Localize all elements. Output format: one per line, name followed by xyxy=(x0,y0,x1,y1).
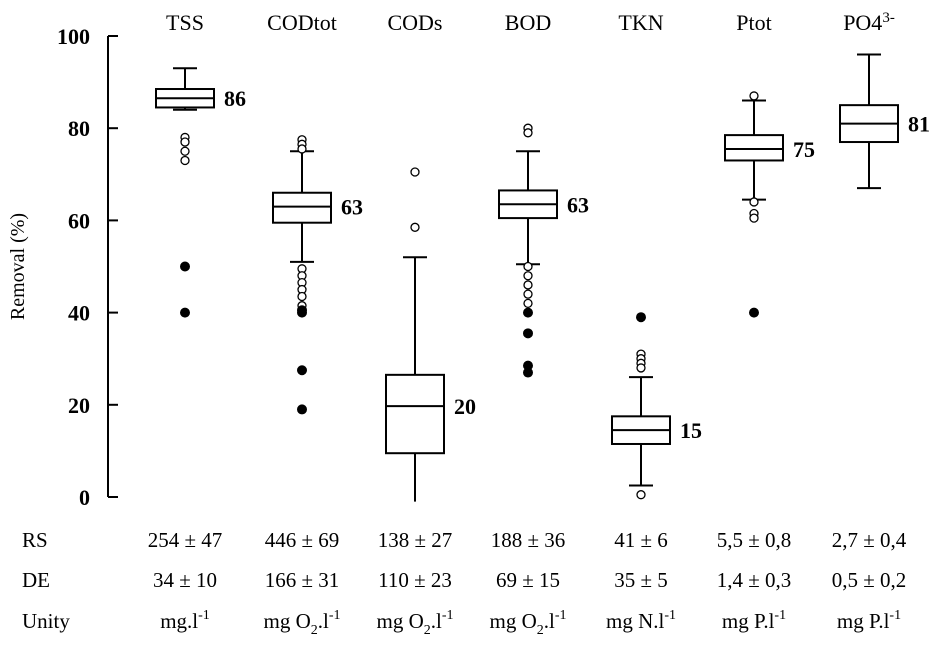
median-label: 20 xyxy=(454,394,476,419)
unity-cell: mg O2.l-1 xyxy=(489,608,566,638)
unity-part: mg N.l xyxy=(606,609,665,633)
unity-part: -1 xyxy=(442,608,454,623)
outlier-open xyxy=(523,128,533,138)
table-cell: 446 ± 69 xyxy=(265,528,340,552)
outlier-extreme xyxy=(523,367,533,378)
unity-cell: mg O2.l-1 xyxy=(263,608,340,638)
box xyxy=(724,134,784,162)
median-label: 86 xyxy=(224,86,246,111)
unity-part: mg O xyxy=(489,609,536,633)
unity-part: -1 xyxy=(555,608,567,623)
median-label: 81 xyxy=(908,112,930,137)
unity-part: 2 xyxy=(537,623,544,638)
box xyxy=(385,373,445,455)
table-cell: 35 ± 5 xyxy=(614,568,668,592)
unity-part: 2 xyxy=(311,623,318,638)
table-cell: 1,4 ± 0,3 xyxy=(717,568,792,592)
table-row-label: DE xyxy=(22,568,50,592)
outlier-open xyxy=(180,146,190,156)
outlier-extreme xyxy=(180,307,190,318)
unity-part: mg O xyxy=(376,609,423,633)
outlier-open xyxy=(410,222,420,232)
unity-cell: mg N.l-1 xyxy=(606,608,676,633)
unity-part: -1 xyxy=(329,608,341,623)
unity-label: Unity xyxy=(22,609,70,633)
outlier-open xyxy=(636,363,646,373)
table-cell: 2,7 ± 0,4 xyxy=(832,528,907,552)
outlier-extreme xyxy=(523,307,533,318)
category-label: CODtot xyxy=(267,10,337,35)
outlier-extreme xyxy=(180,261,190,272)
outlier-open xyxy=(297,144,307,154)
outlier-open xyxy=(749,91,759,101)
unity-part: mg P.l xyxy=(837,609,890,633)
y-tick-label: 100 xyxy=(57,24,90,49)
table-cell: 110 ± 23 xyxy=(378,568,452,592)
category-label: BOD xyxy=(505,10,551,35)
outlier-extreme xyxy=(523,328,533,339)
outlier-open xyxy=(523,261,533,272)
y-tick-label: 60 xyxy=(68,208,90,233)
table-cell: 41 ± 6 xyxy=(614,528,668,552)
category-label: TKN xyxy=(618,10,663,35)
outlier-open xyxy=(636,490,646,500)
y-axis-label: Removal (%) xyxy=(7,213,29,320)
table-row-label: RS xyxy=(22,528,48,552)
y-tick-label: 80 xyxy=(68,116,90,141)
table-cell: 188 ± 36 xyxy=(491,528,566,552)
outlier-open xyxy=(523,289,533,299)
table-cell: 138 ± 27 xyxy=(378,528,453,552)
category-label: Ptot xyxy=(736,10,771,35)
unity-part: -1 xyxy=(664,608,676,623)
median-label: 75 xyxy=(793,137,815,162)
table-cell: 34 ± 10 xyxy=(153,568,217,592)
table-cell: 69 ± 15 xyxy=(496,568,560,592)
outlier-open xyxy=(523,271,533,281)
outlier-open xyxy=(297,291,307,302)
category-label-main: PO4 xyxy=(843,10,882,35)
category-label: PO43- xyxy=(843,10,895,35)
unity-cell: mg P.l-1 xyxy=(722,608,786,633)
table-cell: 0,5 ± 0,2 xyxy=(832,568,907,592)
unity-part: -1 xyxy=(889,608,901,623)
median-label: 15 xyxy=(680,418,702,443)
outlier-extreme xyxy=(297,404,307,415)
outlier-open xyxy=(749,213,759,223)
outlier-extreme xyxy=(636,312,646,323)
unity-cell: mg P.l-1 xyxy=(837,608,901,633)
unity-part: .l xyxy=(431,609,442,633)
unity-part: -1 xyxy=(774,608,786,623)
outlier-open xyxy=(523,280,533,290)
median-label: 63 xyxy=(567,192,589,217)
y-tick-label: 20 xyxy=(68,393,90,418)
category-label-sup: 3- xyxy=(882,10,895,26)
y-tick-label: 0 xyxy=(79,485,90,510)
unity-part: mg.l xyxy=(160,609,198,633)
unity-part: .l xyxy=(318,609,329,633)
unity-part: .l xyxy=(544,609,555,633)
unity-cell: mg.l-1 xyxy=(160,608,210,633)
unity-part: mg P.l xyxy=(722,609,775,633)
table-cell: 166 ± 31 xyxy=(265,568,340,592)
outlier-open xyxy=(180,137,190,147)
outlier-open xyxy=(180,155,190,166)
box xyxy=(272,191,332,224)
y-tick-label: 40 xyxy=(68,301,90,326)
outlier-extreme xyxy=(297,307,307,318)
category-label: CODs xyxy=(387,10,442,35)
outlier-open xyxy=(523,298,533,309)
outlier-open xyxy=(749,197,759,207)
table-cell: 5,5 ± 0,8 xyxy=(717,528,792,552)
unity-cell: mg O2.l-1 xyxy=(376,608,453,638)
unity-part: -1 xyxy=(198,608,210,623)
outlier-extreme xyxy=(749,307,759,318)
median-label: 63 xyxy=(341,195,363,220)
unity-part: mg O xyxy=(263,609,310,633)
outlier-extreme xyxy=(297,365,307,376)
table-cell: 254 ± 47 xyxy=(148,528,223,552)
unity-part: 2 xyxy=(424,623,431,638)
outlier-open xyxy=(410,167,420,177)
category-label: TSS xyxy=(166,10,204,35)
